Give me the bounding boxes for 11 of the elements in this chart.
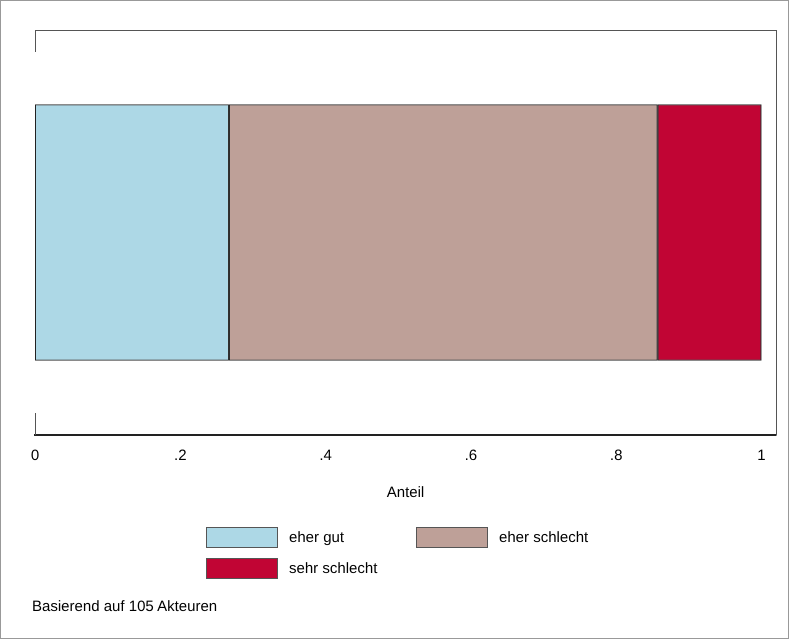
x-tick-label: .8 (610, 447, 622, 464)
legend-label: eher schlecht (499, 529, 590, 546)
x-tick-label: .2 (174, 447, 187, 464)
text: Basierend auf 105 Akteuren (32, 598, 218, 615)
legend-label: eher gut (289, 529, 345, 546)
x-tick-label: 1 (757, 447, 766, 464)
x-tick-label: 0 (30, 447, 40, 464)
legend-label: sehr schlecht (289, 560, 378, 578)
x-tick-label: .4 (319, 447, 332, 464)
x-axis-title: Anteil (386, 484, 424, 502)
x-tick-label: .6 (464, 447, 478, 464)
